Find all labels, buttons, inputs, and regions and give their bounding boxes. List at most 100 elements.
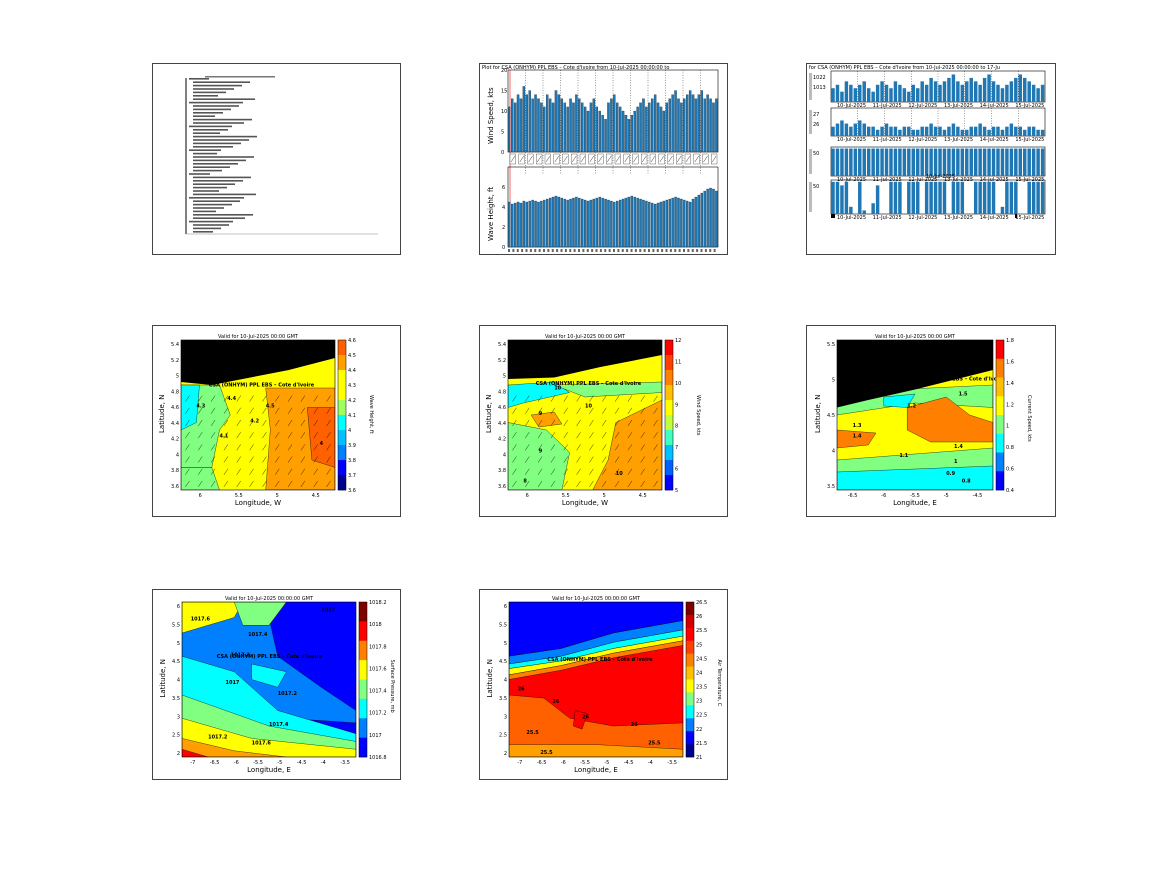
subplot-bar (889, 126, 893, 136)
subplot-bar (902, 126, 907, 136)
subplot-bar (960, 84, 965, 102)
subplot-bar (1014, 126, 1018, 136)
subplot-bar (965, 81, 969, 102)
subplot-bar (938, 181, 942, 214)
report-line (193, 156, 254, 158)
contour-label: 1 (954, 459, 958, 465)
colorbar-frame (995, 339, 1005, 491)
subplot-bar (991, 81, 996, 102)
vector-arrow (249, 444, 254, 451)
subplot-bar (871, 126, 875, 136)
vector-arrow (640, 444, 645, 451)
subplot-ylabel (809, 149, 812, 174)
wave-bar (621, 198, 625, 248)
subplot-bar (1023, 148, 1027, 176)
wind-speed-panel: Valid for 10-Jul-2025 00:00 GMT CSA (ONHY… (479, 325, 728, 517)
vector-arrow (198, 432, 203, 439)
current-speed-panel: Valid for 10-Jul-2025 00:00 GMT CSA (ONHY… (806, 325, 1056, 517)
colorbar-segment (665, 400, 673, 416)
map-title: Valid for 10-Jul-2025 00:00:00 GMT (225, 596, 314, 602)
site-annotation: CSA (ONHYM) PPL EBS – Cote d'Ivoire (547, 657, 653, 663)
subplot-bar (942, 81, 947, 102)
wave-bar (715, 190, 718, 248)
wind-bar (671, 94, 674, 153)
colorbar-tick: 1018.2 (369, 600, 387, 606)
vector-arrow (563, 468, 568, 475)
subplot-bar (1018, 74, 1023, 102)
report-line (193, 91, 226, 94)
colorbar-label: Current Speed, kts (1026, 395, 1032, 442)
colorbar-segment (338, 355, 346, 371)
subplot-bar (853, 148, 858, 176)
map-field (182, 602, 356, 757)
map-ytick: 4 (503, 452, 506, 458)
date-tick: 12-Jul-2025 (908, 215, 937, 221)
wind-ylabel: Wind Speed, kts (487, 87, 495, 144)
subplot-bar (920, 148, 924, 176)
contour-label: 1017.4 (248, 632, 268, 638)
wave-bar (648, 201, 651, 248)
vector-arrow (223, 444, 229, 451)
colorbar-segment (996, 377, 1004, 397)
colorbar-segment (996, 471, 1004, 491)
wave-bar (686, 200, 689, 248)
wave-bar (633, 196, 636, 248)
colorbar-segment (996, 396, 1004, 416)
contour-band (509, 744, 683, 757)
vector-arrow (223, 419, 229, 427)
subplot-bar (920, 81, 924, 102)
colorbar-segment (338, 475, 346, 491)
report-line (193, 84, 242, 87)
subplot-bar (991, 148, 996, 176)
wave-bar (586, 200, 590, 248)
contour-label: 10 (554, 386, 561, 392)
current-speed-map: Valid for 10-Jul-2025 00:00 GMT CSA (ONHY… (814, 334, 1032, 507)
map-xtick: -5.5 (253, 760, 263, 766)
vector-arrow (563, 480, 568, 488)
map-ytick: 5 (832, 378, 835, 384)
map-xtick: 5 (603, 493, 606, 499)
contour-band (181, 384, 200, 431)
subplot-bar (1005, 148, 1009, 176)
subplot-bar (969, 126, 973, 136)
vector-arrow (185, 444, 190, 451)
subplot-bar (996, 126, 1000, 136)
map-xtick: -5.5 (910, 493, 920, 499)
date-tick: 12-Jul-2025 (908, 137, 937, 143)
subplot-bar (924, 126, 929, 136)
pressure-map: Valid for 10-Jul-2025 00:00:00 GMT CSA (O… (159, 596, 395, 774)
wind-bar (709, 98, 712, 153)
date-tick: 15-Jul-2025 (1015, 103, 1044, 109)
subplot-bar (840, 185, 844, 214)
map-ytick: 4.5 (499, 659, 507, 665)
wind-bar (607, 102, 610, 153)
vector-arrow (525, 395, 530, 402)
colorbar-segment (359, 621, 367, 642)
vector-arrow (262, 456, 267, 463)
map-xtick: -6 (234, 760, 239, 766)
vector-arrow (614, 444, 620, 451)
contour-label: 26 (582, 714, 589, 720)
contour-band (837, 465, 993, 490)
report-line (189, 101, 243, 104)
contour-label: 26 (553, 699, 560, 705)
time-tick (525, 249, 528, 252)
date-tick: 10-Jul-2025 (837, 137, 866, 143)
time-tick (621, 249, 624, 252)
wave-bar (613, 201, 616, 248)
subplot-bar (898, 148, 902, 176)
subplot-bar (907, 148, 911, 176)
wind-bar (616, 102, 619, 153)
report-line (193, 88, 234, 90)
vector-arrow (576, 480, 581, 488)
vector-arrow (185, 395, 190, 402)
time-tick (709, 249, 712, 252)
colorbar-tick: 25 (696, 642, 702, 648)
wave-bar (703, 190, 706, 248)
vector-arrow (614, 407, 620, 414)
direction-arrow (668, 155, 673, 163)
vector-arrow (653, 432, 658, 439)
subplot-bar (907, 181, 911, 214)
map-ytick: 4 (176, 452, 179, 458)
subplot-bar (938, 126, 942, 136)
